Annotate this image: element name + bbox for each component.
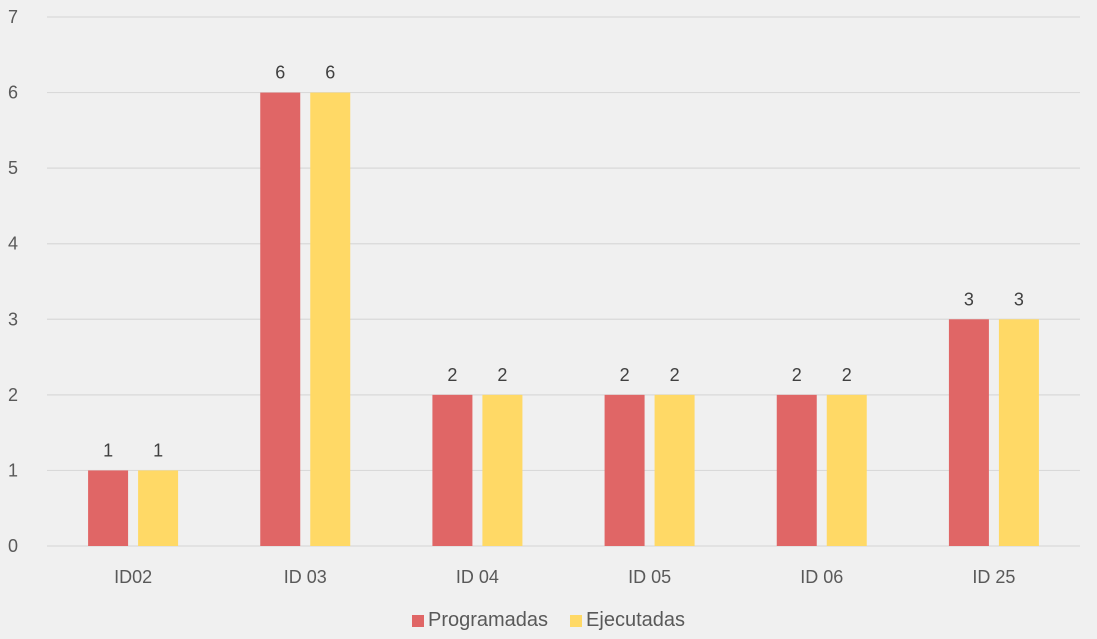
bar-ejecutadas [654,394,695,546]
legend-item-ejecutadas: Ejecutadas [570,609,685,632]
data-label: 2 [670,365,680,385]
x-tick-label: ID02 [114,567,152,587]
bar-programadas [88,470,129,546]
bar-programadas [432,394,473,546]
bar-programadas [948,319,989,546]
x-tick-label: ID 04 [456,567,499,587]
data-label: 1 [153,440,163,460]
y-tick-label: 3 [8,309,18,329]
legend-swatch-programadas [411,614,424,627]
bar-ejecutadas [998,319,1039,546]
data-label: 1 [103,440,113,460]
legend: Programadas Ejecutadas [0,609,1097,632]
bar-ejecutadas [310,92,351,547]
bar-programadas [260,92,301,547]
data-label: 3 [1014,289,1024,309]
x-tick-label: ID 05 [628,567,671,587]
y-tick-label: 0 [8,536,18,556]
legend-swatch-ejecutadas [570,614,583,627]
legend-label-ejecutadas: Ejecutadas [586,609,686,631]
data-label: 2 [447,365,457,385]
bar-programadas [776,394,817,546]
data-label: 2 [792,365,802,385]
bar-ejecutadas [138,470,179,546]
data-label: 3 [964,289,974,309]
data-label: 2 [620,365,630,385]
y-tick-label: 2 [8,385,18,405]
bar-ejecutadas [482,394,523,546]
y-tick-label: 4 [8,234,18,254]
y-tick-label: 5 [8,158,18,178]
bar-ejecutadas [826,394,867,546]
legend-item-programadas: Programadas [411,609,549,632]
data-label: 6 [275,63,285,83]
y-tick-label: 7 [8,7,18,27]
x-tick-label: ID 25 [972,567,1015,587]
x-tick-label: ID 06 [800,567,843,587]
data-label: 2 [842,365,852,385]
data-label: 6 [325,63,335,83]
bar-programadas [604,394,645,546]
x-tick-label: ID 03 [284,567,327,587]
y-tick-label: 6 [8,83,18,103]
data-label: 2 [497,365,507,385]
legend-label-programadas: Programadas [427,609,549,631]
y-tick-label: 1 [8,460,18,480]
